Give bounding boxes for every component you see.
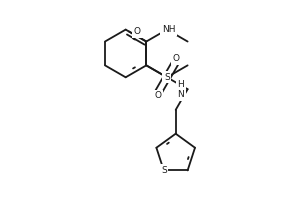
Text: O: O (154, 91, 161, 100)
Text: NH: NH (162, 25, 175, 34)
Text: S: S (164, 73, 170, 82)
Text: S: S (161, 166, 167, 175)
Text: O: O (134, 27, 141, 36)
Text: O: O (172, 54, 179, 63)
Text: H
N: H N (177, 80, 184, 99)
